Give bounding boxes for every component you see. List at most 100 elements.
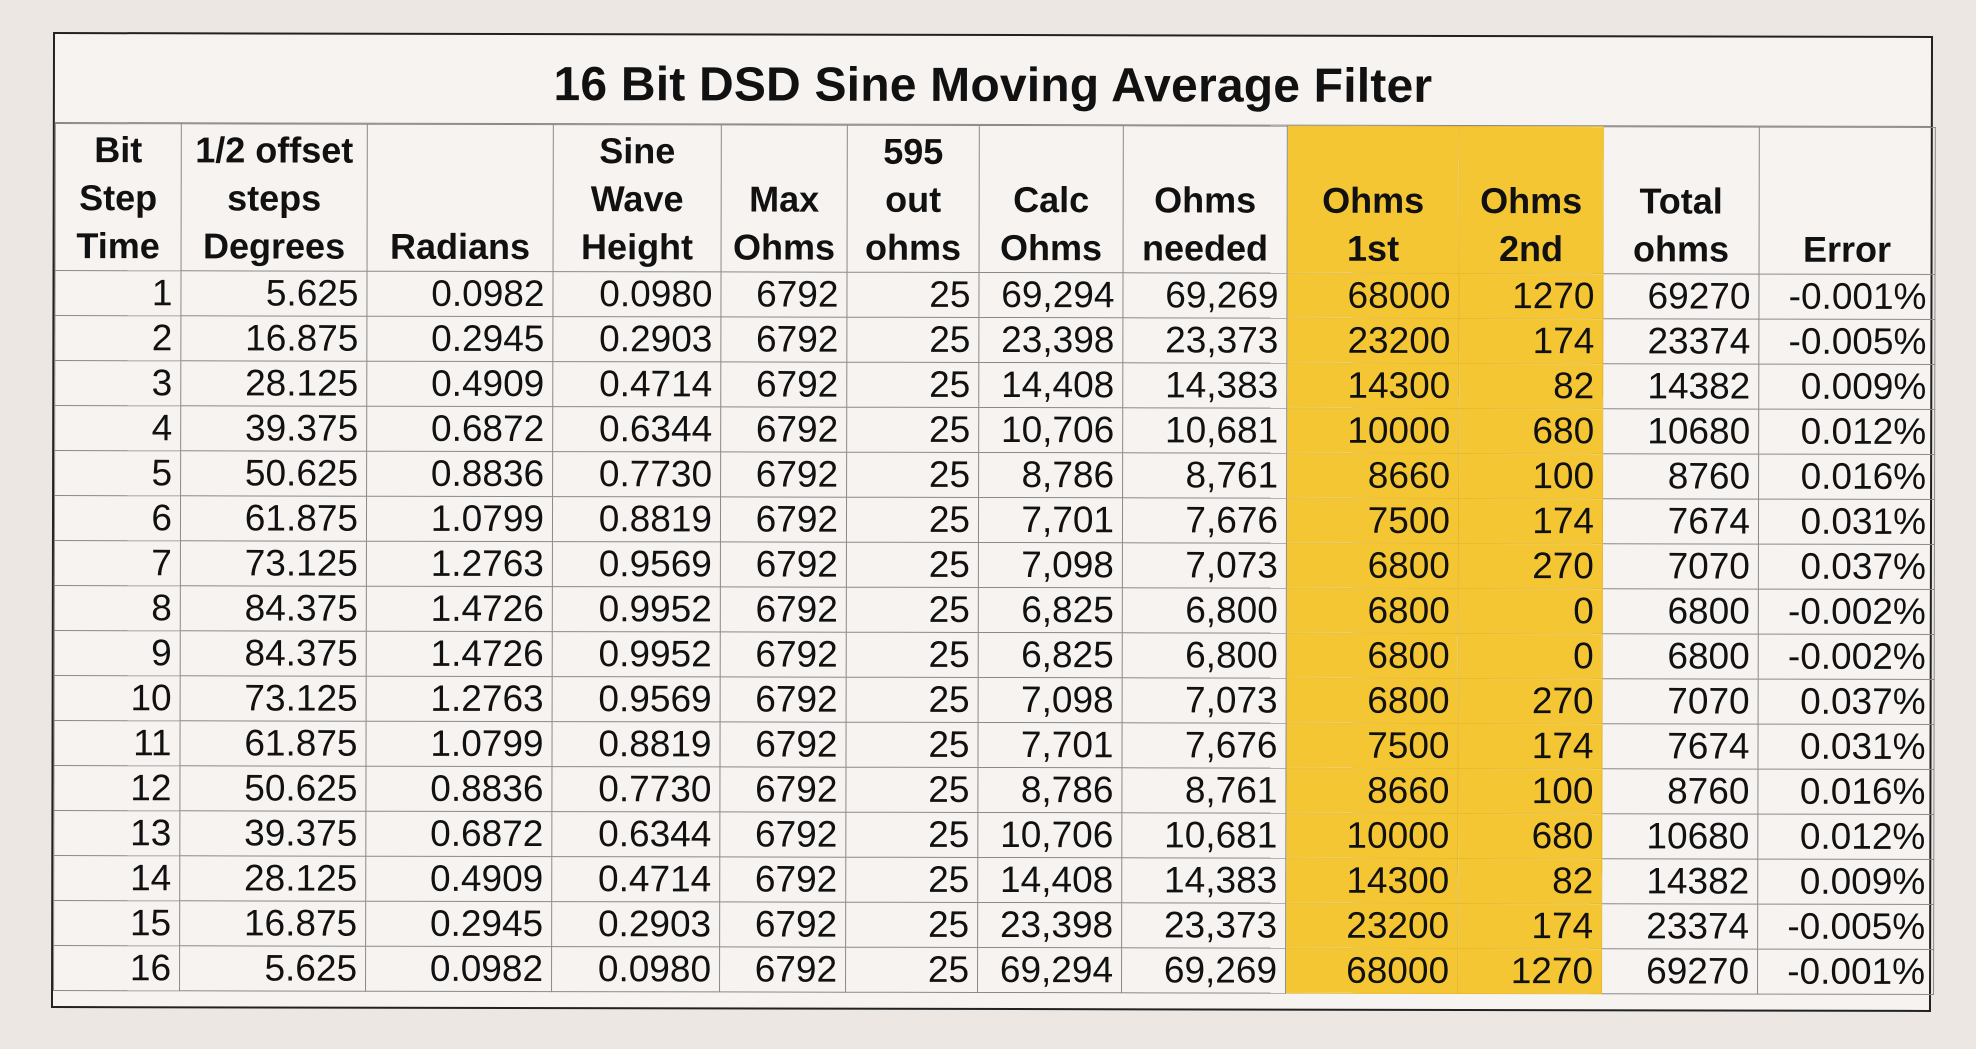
cell-ohms-2nd: 680 — [1457, 813, 1602, 859]
table-row: 16 5.625 0.0982 0.0980 6792 25 69,294 69,269 680… — [53, 945, 1934, 995]
cell-ohms-2nd: 174 — [1457, 903, 1602, 949]
cell-ohms-1st: 10000 — [1285, 813, 1458, 859]
cell-error: 0.009% — [1757, 859, 1934, 905]
cell-max-ohms: 6792 — [719, 766, 846, 813]
cell-radians: 0.8836 — [366, 451, 553, 497]
cell-max-ohms: 6792 — [719, 946, 846, 993]
cell-ohms-2nd: 174 — [1457, 723, 1603, 769]
cell-degrees: 84.375 — [180, 585, 367, 632]
cell-out-ohms: 25 — [846, 542, 979, 588]
cell-ohms-1st: 23200 — [1286, 318, 1459, 364]
cell-bit-step-time: 1 — [54, 270, 182, 316]
cell-bit-step-time: 2 — [54, 315, 181, 361]
cell-bit-step-time: 11 — [53, 720, 181, 766]
cell-max-ohms: 6792 — [720, 586, 847, 633]
cell-error: -0.005% — [1757, 904, 1934, 950]
cell-error: -0.002% — [1758, 634, 1935, 680]
cell-ohms-2nd: 82 — [1458, 363, 1603, 409]
cell-bit-step-time: 7 — [54, 540, 181, 586]
cell-max-ohms: 6792 — [720, 631, 847, 678]
cell-radians: 0.8836 — [365, 766, 552, 812]
cell-max-ohms: 6792 — [720, 406, 847, 453]
cell-error: 0.031% — [1758, 499, 1935, 545]
cell-radians: 1.0799 — [366, 496, 553, 542]
cell-max-ohms: 6792 — [720, 451, 847, 498]
cell-ohms-1st: 68000 — [1285, 948, 1458, 994]
cell-total-ohms: 69270 — [1602, 273, 1760, 320]
cell-ohms-1st: 8660 — [1286, 453, 1459, 499]
cell-degrees: 50.625 — [180, 450, 367, 497]
cell-total-ohms: 6800 — [1602, 633, 1759, 680]
cell-total-ohms: 10680 — [1601, 813, 1758, 860]
cell-out-ohms: 25 — [846, 497, 979, 543]
cell-ohms-2nd: 174 — [1458, 318, 1603, 364]
cell-total-ohms: 69270 — [1601, 948, 1758, 995]
cell-degrees: 39.375 — [180, 405, 367, 452]
cell-max-ohms: 6792 — [720, 676, 847, 723]
cell-radians: 0.0982 — [365, 946, 552, 992]
cell-degrees: 16.875 — [180, 315, 367, 362]
cell-ohms-needed: 10,681 — [1122, 407, 1287, 454]
cell-degrees: 39.375 — [179, 810, 366, 857]
cell-total-ohms: 7070 — [1602, 543, 1759, 590]
cell-calc-ohms: 23,398 — [978, 317, 1123, 363]
cell-out-ohms: 25 — [846, 587, 979, 633]
cell-calc-ohms: 7,098 — [978, 542, 1123, 588]
cell-bit-step-time: 8 — [54, 585, 181, 631]
cell-total-ohms: 7070 — [1602, 678, 1759, 725]
cell-error: -0.005% — [1758, 319, 1935, 365]
cell-ohms-needed: 10,681 — [1121, 812, 1286, 859]
cell-degrees: 73.125 — [180, 540, 367, 587]
cell-sine-height: 0.7730 — [551, 766, 720, 812]
cell-ohms-needed: 7,073 — [1122, 542, 1287, 589]
header-max-ohms: Max Ohms — [721, 124, 848, 273]
cell-out-ohms: 25 — [845, 812, 978, 858]
table-row: 15 16.875 0.2945 0.2903 6792 25 23,398 23,373 23… — [53, 900, 1934, 950]
cell-error: 0.012% — [1758, 409, 1935, 455]
cell-max-ohms: 6792 — [719, 811, 846, 858]
table-row: 13 39.375 0.6872 0.6344 6792 25 10,706 10,681 10… — [53, 810, 1934, 860]
cell-sine-height: 0.9569 — [552, 676, 721, 722]
cell-sine-height: 0.8819 — [551, 721, 721, 767]
cell-sine-height: 0.6344 — [552, 406, 721, 452]
cell-ohms-needed: 8,761 — [1122, 452, 1287, 499]
cell-out-ohms: 25 — [845, 857, 978, 903]
table-title: 16 Bit DSD Sine Moving Average Filter — [54, 34, 1932, 127]
filter-table: Bit Step Time 1/2 offset steps Degrees R… — [53, 123, 1936, 995]
spreadsheet-page: 16 Bit DSD Sine Moving Average Filter Bi… — [50, 32, 1936, 1012]
cell-sine-height: 0.4714 — [552, 361, 721, 407]
cell-total-ohms: 8760 — [1602, 453, 1759, 500]
cell-bit-step-time: 13 — [53, 810, 180, 856]
cell-calc-ohms: 6,825 — [978, 632, 1123, 678]
cell-max-ohms: 6792 — [720, 316, 847, 363]
cell-ohms-1st: 8660 — [1285, 768, 1458, 814]
header-offset-degrees: 1/2 offset steps Degrees — [181, 123, 368, 272]
cell-max-ohms: 6792 — [720, 361, 847, 408]
cell-ohms-needed: 23,373 — [1122, 317, 1287, 364]
table-row: 6 61.875 1.0799 0.8819 6792 25 7,701 7,676 7500 1… — [54, 495, 1935, 545]
cell-ohms-2nd: 1270 — [1458, 273, 1604, 319]
cell-error: 0.016% — [1757, 769, 1934, 815]
cell-ohms-1st: 23200 — [1285, 903, 1458, 949]
cell-error: 0.037% — [1758, 679, 1935, 725]
cell-total-ohms: 6800 — [1602, 588, 1759, 635]
cell-out-ohms: 25 — [846, 407, 979, 453]
cell-sine-height: 0.7730 — [552, 451, 721, 497]
table-row: 5 50.625 0.8836 0.7730 6792 25 8,786 8,761 8660 1… — [54, 450, 1935, 500]
cell-out-ohms: 25 — [846, 677, 979, 723]
cell-degrees: 28.125 — [180, 360, 367, 407]
cell-ohms-needed: 8,761 — [1121, 767, 1286, 814]
cell-ohms-1st: 6800 — [1286, 543, 1459, 589]
cell-ohms-2nd: 270 — [1458, 543, 1603, 589]
cell-bit-step-time: 4 — [54, 405, 181, 451]
header-radians: Radians — [367, 124, 554, 272]
cell-calc-ohms: 8,786 — [977, 767, 1122, 813]
header-ohms-1st: Ohms 1st — [1287, 126, 1460, 274]
cell-radians: 0.6872 — [366, 406, 553, 452]
cell-degrees: 84.375 — [180, 630, 367, 677]
cell-total-ohms: 23374 — [1601, 903, 1758, 950]
cell-ohms-1st: 6800 — [1286, 678, 1459, 724]
cell-total-ohms: 14382 — [1602, 363, 1759, 410]
cell-sine-height: 0.9952 — [552, 586, 721, 632]
header-sine-wave-height: Sine Wave Height — [553, 124, 722, 272]
